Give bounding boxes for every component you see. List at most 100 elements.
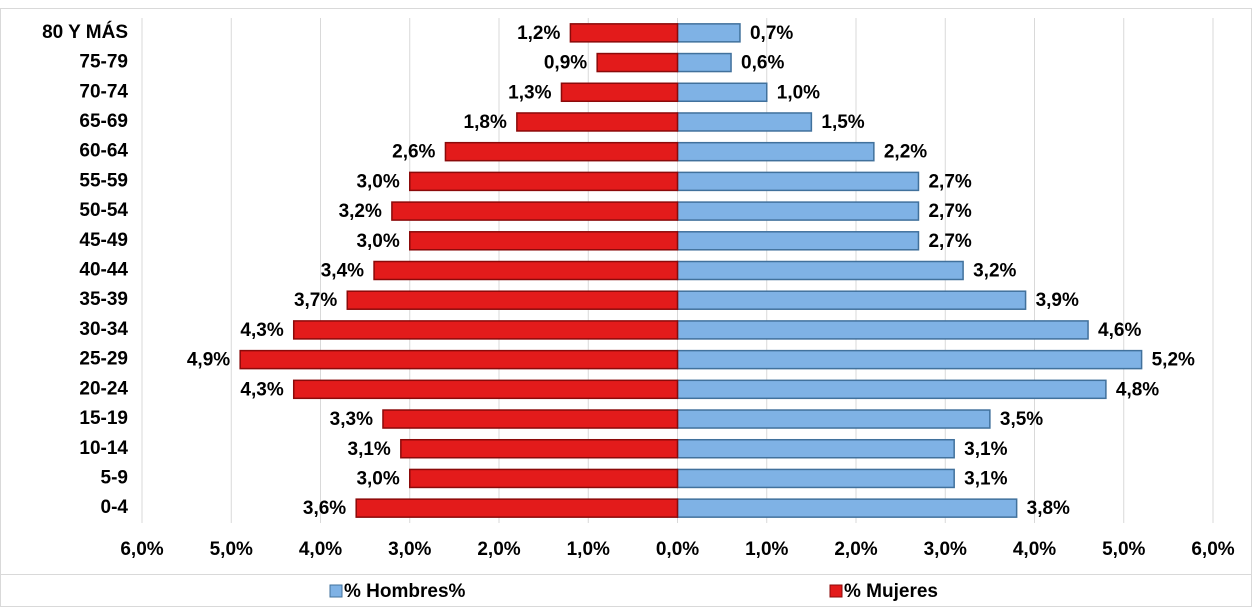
value-label: 3,2% — [339, 201, 382, 222]
y-tick-label: 35-39 — [79, 289, 128, 310]
y-tick-label: 45-49 — [79, 230, 128, 251]
value-label: 3,1% — [964, 439, 1007, 460]
bar — [676, 468, 955, 489]
value-label: 3,0% — [356, 171, 399, 192]
legend-swatch — [829, 584, 843, 598]
value-label: 2,7% — [928, 201, 971, 222]
x-tick-label: 4,0% — [1013, 539, 1056, 560]
bar — [560, 82, 679, 103]
value-label: 3,5% — [1000, 409, 1043, 430]
value-label: 3,1% — [348, 439, 391, 460]
bar — [676, 201, 920, 221]
bar — [373, 260, 679, 281]
bar — [676, 260, 964, 281]
value-label: 2,6% — [392, 142, 435, 163]
x-tick-label: 4,0% — [299, 539, 342, 560]
bar — [676, 82, 768, 103]
legend-label: % Hombres% — [344, 581, 466, 602]
value-label: 3,0% — [356, 231, 399, 252]
bar — [292, 379, 679, 400]
bar — [400, 438, 679, 459]
bar — [355, 498, 679, 518]
bar — [569, 23, 679, 43]
bar — [409, 468, 679, 489]
y-tick-label: 65-69 — [79, 111, 128, 132]
y-tick-label: 75-79 — [79, 52, 128, 73]
x-tick-label: 3,0% — [388, 539, 431, 560]
bar — [516, 112, 679, 132]
value-label: 1,2% — [517, 23, 560, 44]
x-tick-label: 1,0% — [745, 539, 788, 560]
value-label: 2,2% — [884, 142, 927, 163]
value-label: 0,9% — [544, 53, 587, 74]
bar — [409, 231, 679, 251]
value-label: 5,2% — [1152, 350, 1195, 371]
x-tick-label: 6,0% — [120, 539, 163, 560]
legend-label: % Mujeres — [844, 581, 938, 602]
value-label: 4,6% — [1098, 320, 1141, 341]
x-tick-label: 2,0% — [834, 539, 877, 560]
value-label: 2,7% — [928, 171, 971, 192]
bar — [676, 498, 1018, 518]
y-tick-label: 50-54 — [79, 200, 128, 221]
value-label: 1,0% — [777, 82, 820, 103]
bar — [676, 23, 741, 43]
value-label: 4,3% — [240, 379, 283, 400]
value-label: 2,7% — [928, 231, 971, 252]
value-label: 0,7% — [750, 23, 793, 44]
y-tick-label: 80 Y MÁS — [42, 21, 128, 43]
bar — [676, 52, 732, 73]
value-label: 1,5% — [821, 112, 864, 133]
y-tick-label: 25-29 — [79, 349, 128, 370]
value-label: 3,6% — [303, 498, 346, 519]
y-tick-label: 60-64 — [79, 141, 128, 162]
x-tick-label: 5,0% — [210, 539, 253, 560]
y-tick-label: 40-44 — [79, 260, 128, 281]
bar — [382, 409, 679, 429]
x-tick-label: 0,0% — [656, 539, 699, 560]
y-tick-label: 15-19 — [79, 408, 128, 429]
bar — [676, 290, 1027, 310]
bar — [676, 171, 920, 192]
bar — [346, 290, 679, 310]
value-label: 3,9% — [1036, 290, 1079, 311]
y-tick-label: 55-59 — [79, 170, 128, 191]
bar — [676, 409, 991, 429]
bar — [676, 231, 920, 251]
x-tick-label: 1,0% — [567, 539, 610, 560]
y-tick-label: 0-4 — [101, 497, 129, 518]
bar — [676, 438, 955, 459]
bar — [676, 141, 875, 162]
value-label: 1,3% — [508, 82, 551, 103]
y-tick-label: 70-74 — [79, 81, 128, 102]
bar — [676, 349, 1143, 370]
bar — [444, 141, 679, 162]
x-tick-label: 3,0% — [924, 539, 967, 560]
y-tick-label: 10-14 — [79, 438, 128, 459]
value-label: 3,0% — [356, 468, 399, 489]
x-tick-label: 6,0% — [1191, 539, 1234, 560]
value-label: 0,6% — [741, 53, 784, 74]
legend-swatch — [329, 584, 343, 598]
value-label: 3,7% — [294, 290, 337, 311]
bar — [676, 320, 1089, 340]
value-label: 3,4% — [321, 261, 364, 282]
bar — [596, 52, 679, 73]
bar — [391, 201, 679, 221]
value-label: 4,3% — [240, 320, 283, 341]
bar — [676, 112, 813, 132]
y-tick-label: 20-24 — [79, 378, 128, 399]
value-label: 4,8% — [1116, 379, 1159, 400]
bar — [409, 171, 679, 192]
value-label: 3,2% — [973, 261, 1016, 282]
value-label: 3,8% — [1027, 498, 1070, 519]
value-label: 1,8% — [464, 112, 507, 133]
value-label: 3,3% — [330, 409, 373, 430]
bar — [292, 320, 679, 340]
y-tick-label: 5-9 — [101, 467, 128, 488]
x-tick-label: 5,0% — [1102, 539, 1145, 560]
bar — [676, 379, 1107, 400]
x-tick-label: 2,0% — [477, 539, 520, 560]
y-tick-label: 30-34 — [79, 319, 128, 340]
